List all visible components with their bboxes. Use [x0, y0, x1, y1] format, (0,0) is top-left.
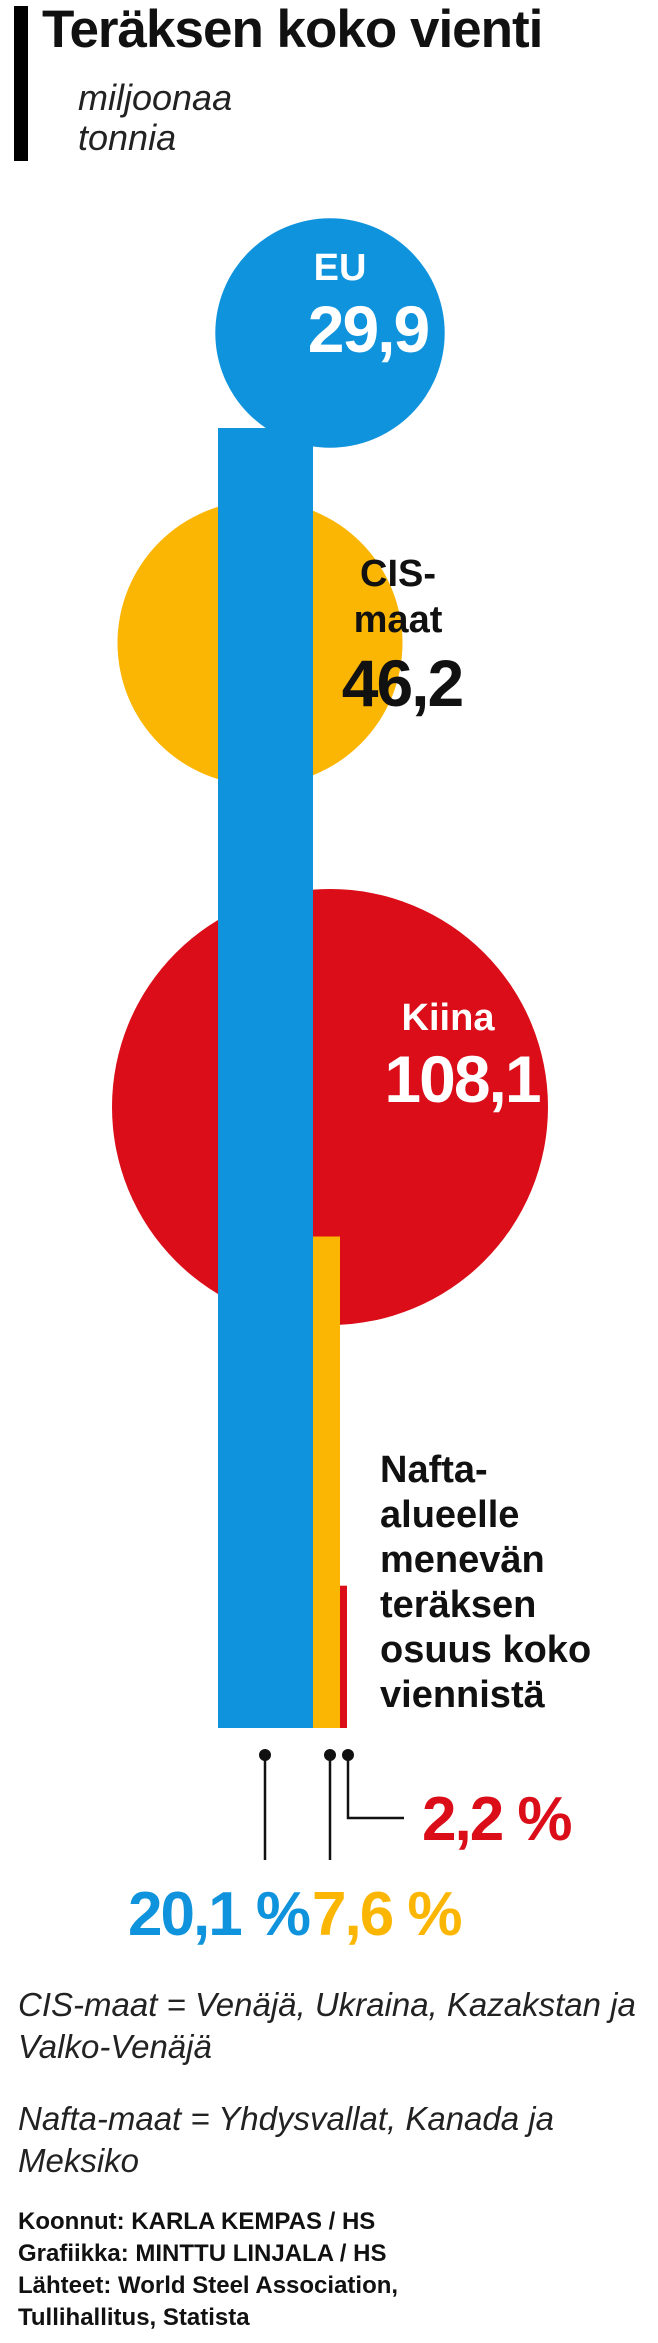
- share-bar-kiina: [340, 1585, 347, 1728]
- share-value-cis: 7,6 %: [312, 1880, 461, 1949]
- label-cis-line1: CIS-: [360, 553, 436, 595]
- credit-sources: Lähteet: World Steel Association,: [18, 2272, 399, 2299]
- nafta-title-line: viennistä: [380, 1674, 545, 1716]
- value-eu: 29,9: [308, 292, 429, 366]
- bubble-eu: [215, 218, 445, 448]
- share-value-kiina: 2,2 %: [422, 1785, 571, 1854]
- value-cis: 46,2: [342, 646, 463, 720]
- label-cis-line2: maat: [354, 599, 443, 641]
- value-kiina: 108,1: [384, 1042, 539, 1116]
- label-kiina: Kiina: [402, 997, 496, 1039]
- nafta-title-line: teräksen: [380, 1584, 537, 1626]
- chart-title: Teräksen koko vienti: [42, 0, 543, 59]
- leader-kiina: [346, 1755, 404, 1820]
- cis-note: CIS-maat = Venäjä, Ukraina, Kazakstan ja…: [18, 1986, 636, 2065]
- nafta-title-line: alueelle: [380, 1494, 520, 1536]
- credits: Koonnut: KARLA KEMPAS / HS Grafiikka: MI…: [18, 2206, 648, 2334]
- nafta-note: Nafta-maat = Yhdysvallat, Kanada ja Meks…: [18, 2100, 554, 2179]
- label-eu: EU: [314, 247, 367, 289]
- title-bar: [14, 6, 28, 161]
- credit-sources-cont: Tullihallitus, Statista: [18, 2304, 250, 2331]
- nafta-title-line: Nafta-: [380, 1449, 488, 1491]
- share-value-eu: 20,1 %: [128, 1880, 310, 1949]
- nafta-title-line: osuus koko: [380, 1629, 592, 1671]
- share-bar-cis: [313, 1236, 340, 1728]
- unit-label: miljoonaa tonnia: [78, 77, 233, 158]
- share-bar-eu: [218, 428, 313, 1728]
- credit-compiled: Koonnut: KARLA KEMPAS / HS: [18, 2208, 376, 2235]
- nafta-title-line: menevän: [380, 1539, 545, 1581]
- credit-graphics: Grafiikka: MINTTU LINJALA / HS: [18, 2240, 387, 2267]
- nafta-share-title: Nafta-alueelle menevän teräksen osuus koko v…: [380, 1448, 640, 1718]
